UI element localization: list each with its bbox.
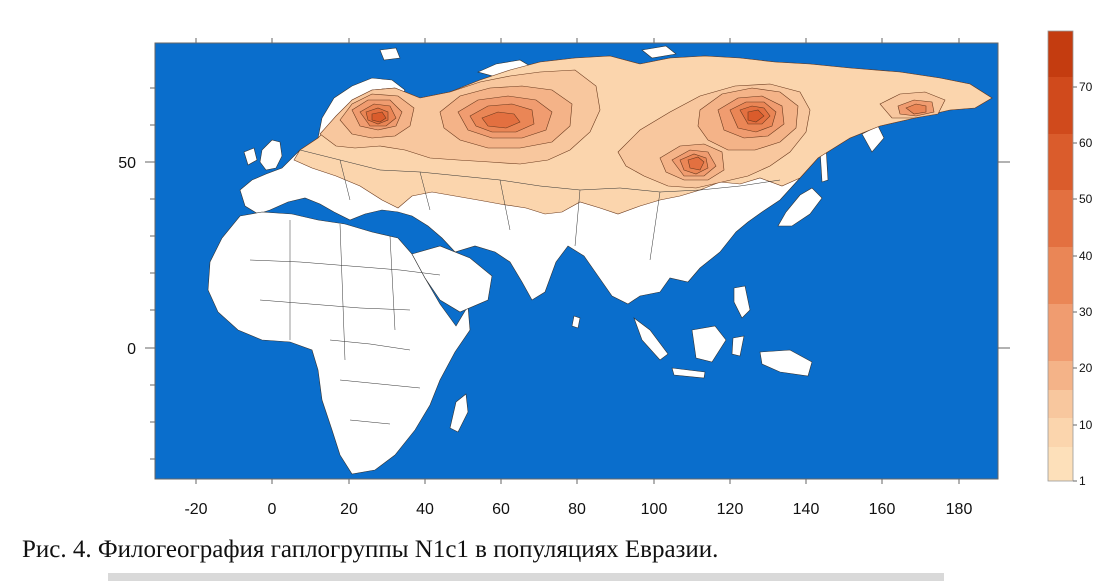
- legend-swatch: [1048, 105, 1073, 134]
- x-tick-label: 120: [717, 501, 744, 518]
- x-tick-label: 40: [416, 501, 434, 518]
- legend-label: 40: [1079, 249, 1093, 263]
- british-isles: [259, 139, 283, 171]
- africa-landmass: [207, 211, 471, 475]
- x-tick-label: 140: [793, 501, 820, 518]
- legend-swatch: [1048, 77, 1073, 105]
- legend-colorbar: [1047, 30, 1074, 482]
- legend-swatch: [1048, 447, 1073, 481]
- new-guinea: [759, 349, 813, 377]
- x-tick-label: -20: [184, 501, 207, 518]
- y-tick-label: 50: [118, 155, 136, 172]
- legend-labels: 70 60 50 40 30 20 10 1: [1079, 80, 1093, 488]
- legend-swatch: [1048, 304, 1073, 333]
- legend-swatch: [1048, 190, 1073, 219]
- x-tick-label: 60: [492, 501, 510, 518]
- svalbard: [379, 47, 401, 61]
- contour-60-70: [371, 111, 387, 123]
- legend-label: 70: [1079, 80, 1093, 94]
- legend-swatch: [1048, 333, 1073, 361]
- figure-caption: Рис. 4. Филогеография гаплогруппы N1c1 в…: [22, 536, 719, 563]
- contour-yakutia-60-70: [747, 109, 765, 123]
- legend-label: 10: [1079, 418, 1093, 432]
- sumatra: [633, 317, 669, 361]
- y-tick-label: 0: [127, 341, 136, 358]
- x-tick-label: 180: [946, 501, 973, 518]
- legend-swatch: [1048, 134, 1073, 162]
- sri-lanka: [571, 315, 581, 329]
- contour-buryat-50-60: [687, 156, 705, 171]
- severnaya-zemlya: [641, 45, 677, 59]
- ireland: [243, 147, 258, 166]
- legend-label: 30: [1079, 305, 1093, 319]
- frequency-contours: [293, 55, 993, 215]
- x-axis-ticks: [195, 38, 960, 484]
- x-tick-label: 80: [568, 501, 586, 518]
- legend-swatch: [1048, 31, 1073, 77]
- y-tick-labels: 50 0: [118, 155, 136, 358]
- legend-ticks: [1073, 86, 1077, 482]
- java: [671, 367, 706, 379]
- contour-ne-40-50: [905, 103, 927, 115]
- legend-swatch: [1048, 219, 1073, 247]
- legend-label: 20: [1079, 361, 1093, 375]
- page-scroll-strip: [108, 573, 944, 581]
- japan: [777, 187, 823, 227]
- philippines: [733, 285, 751, 319]
- legend-swatch: [1048, 390, 1073, 418]
- x-tick-label: 160: [869, 501, 896, 518]
- borneo: [691, 325, 727, 363]
- legend-label: 50: [1079, 192, 1093, 206]
- country-borders: [249, 149, 781, 425]
- sulawesi: [731, 335, 745, 357]
- x-tick-label: 0: [268, 501, 277, 518]
- x-tick-labels: -20 0 20 40 60 80 100 120 140 160 180: [184, 501, 972, 518]
- x-tick-label: 100: [641, 501, 668, 518]
- legend-label: 1: [1079, 474, 1086, 488]
- legend-swatch: [1048, 162, 1073, 190]
- legend-swatch: [1048, 361, 1073, 390]
- arabia: [411, 245, 493, 313]
- x-tick-label: 20: [340, 501, 358, 518]
- legend-swatch: [1048, 418, 1073, 447]
- madagascar: [449, 393, 469, 433]
- legend-swatch: [1048, 247, 1073, 276]
- y-axis-ticks: [145, 87, 1010, 460]
- legend-label: 60: [1079, 136, 1093, 150]
- legend-swatch: [1048, 276, 1073, 304]
- contour-ural-50-60: [481, 111, 521, 129]
